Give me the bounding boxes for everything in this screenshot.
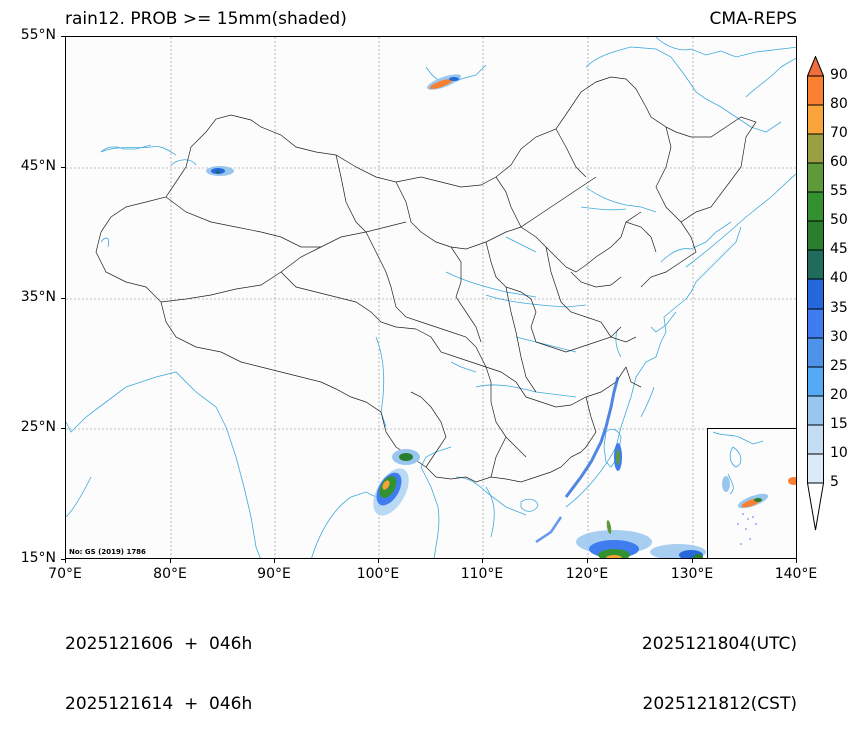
- init-time-utc: 2025121606 + 046h: [65, 634, 253, 654]
- y-tickmark: [61, 298, 65, 299]
- x-tick-label: 110°E: [460, 566, 504, 582]
- colorbar-label: 60: [830, 154, 848, 170]
- south-china-sea-inset: [707, 428, 797, 559]
- colorbar: [806, 55, 825, 531]
- x-tick-label: 120°E: [565, 566, 609, 582]
- map-plot-area: [65, 36, 797, 559]
- map-canvas: [66, 37, 796, 558]
- gridlines: [66, 37, 796, 558]
- x-tickmark: [692, 559, 693, 563]
- colorbar-label: 90: [830, 67, 848, 83]
- x-tickmark: [274, 559, 275, 563]
- inset-canvas: [712, 431, 796, 545]
- colorbar-label: 20: [830, 387, 848, 403]
- colorbar-label: 80: [830, 96, 848, 112]
- x-tickmark: [65, 559, 66, 563]
- x-tick-label: 140°E: [774, 566, 818, 582]
- colorbar-label: 70: [830, 125, 848, 141]
- y-tickmark: [61, 559, 65, 560]
- colorbar-extend-max: [806, 55, 825, 77]
- colorbar-label: 15: [830, 416, 848, 432]
- valid-time-utc: 2025121804(UTC): [641, 634, 797, 654]
- y-tick-label: 25°N: [20, 419, 56, 435]
- y-tick-label: 45°N: [20, 158, 56, 174]
- x-tickmark: [587, 559, 588, 563]
- x-tickmark: [482, 559, 483, 563]
- colorbar-extend-min: [806, 482, 825, 531]
- y-tick-label: 35°N: [20, 289, 56, 305]
- x-tickmark: [170, 559, 171, 563]
- valid-time-cst: 2025121812(CST): [642, 694, 797, 714]
- colorbar-label: 10: [830, 445, 848, 461]
- map-approval-number: No: GS (2019) 1786: [69, 548, 146, 556]
- init-time-cst: 2025121614 + 046h: [65, 694, 253, 714]
- colorbar-label: 35: [830, 300, 848, 316]
- coastlines: [66, 37, 796, 558]
- x-tick-label: 90°E: [257, 566, 291, 582]
- init-time-block: 2025121606 + 046h 2025121614 + 046h: [65, 594, 252, 734]
- colorbar-label: 25: [830, 358, 848, 374]
- borders: [95, 76, 757, 483]
- y-tickmark: [61, 428, 65, 429]
- colorbar-label: 30: [830, 329, 848, 345]
- chart-title: rain12. PROB >= 15mm(shaded): [65, 9, 347, 29]
- x-tick-label: 100°E: [356, 566, 400, 582]
- colorbar-label: 45: [830, 241, 848, 257]
- precip-shading: [206, 74, 706, 558]
- model-name: CMA-REPS: [709, 9, 797, 29]
- x-tickmark: [796, 559, 797, 563]
- y-tickmark: [61, 167, 65, 168]
- x-tick-label: 80°E: [153, 566, 187, 582]
- colorbar-canvas: [806, 55, 825, 531]
- y-tickmark: [61, 36, 65, 37]
- colorbar-label: 55: [830, 183, 848, 199]
- x-tick-label: 70°E: [48, 566, 82, 582]
- colorbar-label: 40: [830, 270, 848, 286]
- colorbar-label: 50: [830, 212, 848, 228]
- y-tick-label: 55°N: [20, 27, 56, 43]
- x-tickmark: [378, 559, 379, 563]
- valid-time-block: 2025121804(UTC) 2025121812(CST): [642, 594, 797, 734]
- y-tick-label: 15°N: [20, 550, 56, 566]
- x-tick-label: 130°E: [670, 566, 714, 582]
- colorbar-label: 5: [830, 474, 839, 490]
